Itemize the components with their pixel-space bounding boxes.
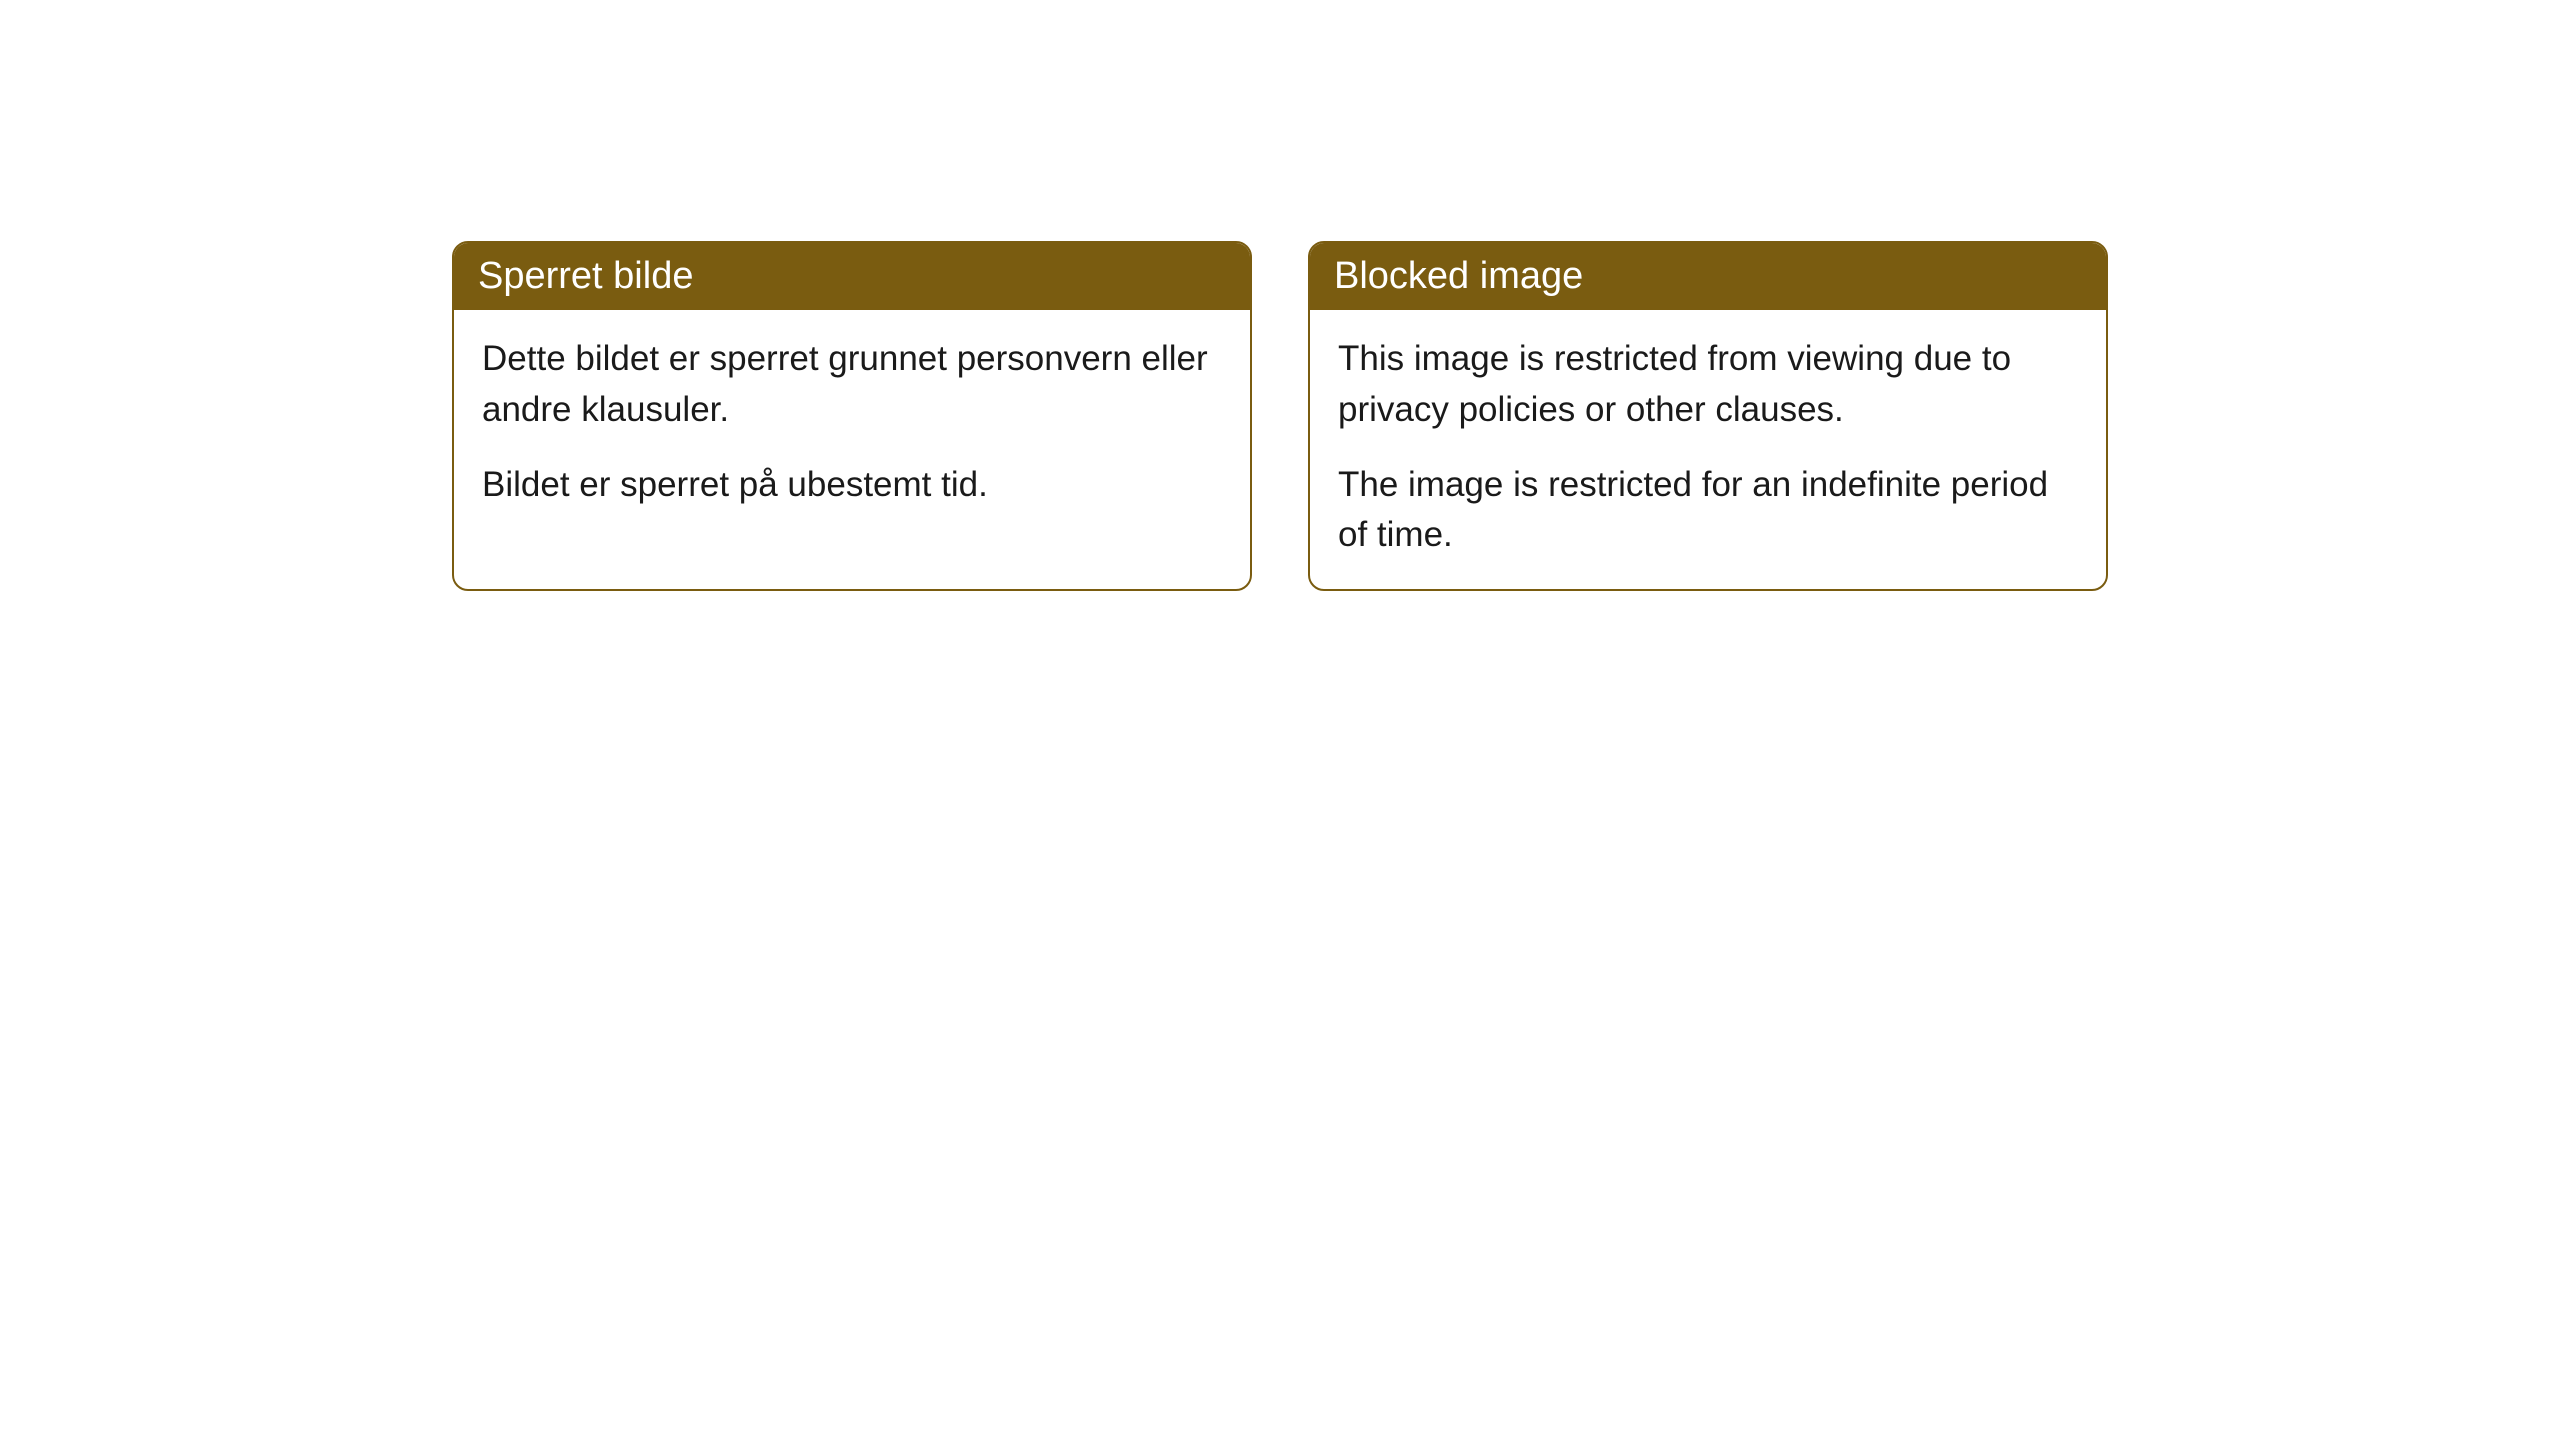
- card-text-p2-english: The image is restricted for an indefinit…: [1338, 460, 2078, 562]
- card-text-p1-english: This image is restricted from viewing du…: [1338, 334, 2078, 436]
- card-english: Blocked image This image is restricted f…: [1308, 241, 2108, 591]
- card-header-english: Blocked image: [1310, 243, 2106, 310]
- cards-container: Sperret bilde Dette bildet er sperret gr…: [0, 0, 2560, 591]
- card-text-p1-norwegian: Dette bildet er sperret grunnet personve…: [482, 334, 1222, 436]
- card-header-norwegian: Sperret bilde: [454, 243, 1250, 310]
- card-norwegian: Sperret bilde Dette bildet er sperret gr…: [452, 241, 1252, 591]
- card-body-norwegian: Dette bildet er sperret grunnet personve…: [454, 310, 1250, 538]
- card-text-p2-norwegian: Bildet er sperret på ubestemt tid.: [482, 460, 1222, 511]
- card-body-english: This image is restricted from viewing du…: [1310, 310, 2106, 589]
